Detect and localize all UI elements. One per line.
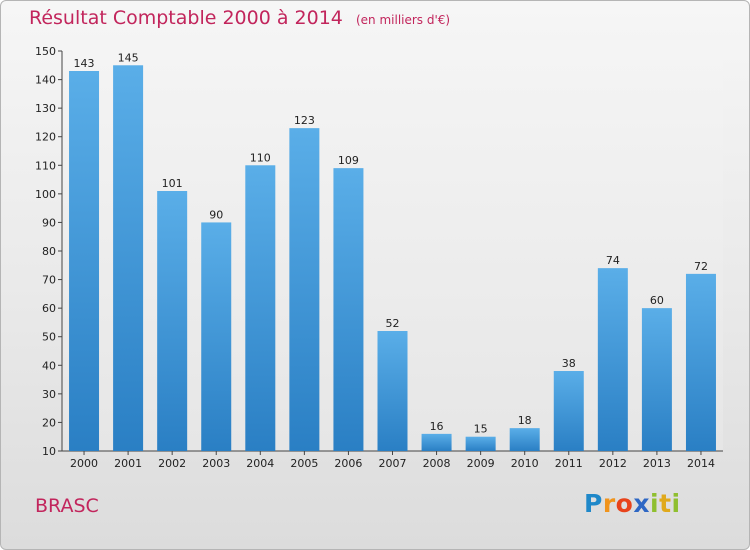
bar-2001 — [113, 65, 144, 452]
x-tick-label: 2006 — [334, 457, 362, 470]
y-tick-label: 130 — [35, 102, 56, 115]
y-tick-label: 70 — [42, 274, 56, 287]
bar-2002 — [157, 191, 188, 451]
x-tick-label: 2011 — [555, 457, 583, 470]
x-tick-label: 2004 — [246, 457, 274, 470]
x-tick-label: 2009 — [467, 457, 495, 470]
x-tick-label: 2013 — [643, 457, 671, 470]
bar-2006 — [333, 168, 364, 451]
bar-2003 — [201, 222, 232, 451]
x-tick-label: 2008 — [423, 457, 451, 470]
data-label-2000: 143 — [74, 57, 95, 70]
bar-2004 — [245, 165, 276, 452]
data-label-2004: 110 — [250, 151, 271, 164]
y-tick-label: 110 — [35, 159, 56, 172]
x-tick-label: 2001 — [114, 457, 142, 470]
bar-2014 — [685, 273, 716, 451]
x-tick-label: 2010 — [511, 457, 539, 470]
place-name: BRASC — [35, 495, 99, 517]
data-label-2002: 101 — [162, 177, 183, 190]
x-tick-label: 2014 — [687, 457, 715, 470]
data-label-2006: 109 — [338, 154, 359, 167]
bar-2007 — [377, 331, 408, 451]
chart-title-text: Résultat Comptable 2000 à 2014 — [29, 7, 343, 29]
y-tick-label: 60 — [42, 302, 56, 315]
x-tick-label: 2002 — [158, 457, 186, 470]
x-tick-label: 2007 — [379, 457, 407, 470]
data-label-2011: 38 — [562, 357, 576, 370]
x-tick-label: 2000 — [70, 457, 98, 470]
data-label-2008: 16 — [430, 420, 444, 433]
data-label-2013: 60 — [650, 294, 664, 307]
bar-2000 — [69, 71, 100, 451]
data-label-2010: 18 — [518, 414, 532, 427]
chart-unit: (en milliers d'€) — [355, 13, 451, 27]
y-tick-label: 120 — [35, 131, 56, 144]
x-tick-label: 2005 — [290, 457, 318, 470]
data-label-2001: 145 — [118, 51, 139, 64]
y-tick-label: 30 — [42, 388, 56, 401]
data-label-2003: 90 — [209, 208, 223, 221]
y-tick-label: 20 — [42, 416, 56, 429]
data-label-2014: 72 — [694, 260, 708, 273]
chart-title: Résultat Comptable 2000 à 2014 (en milli… — [29, 7, 450, 29]
bar-2011 — [553, 371, 584, 451]
data-label-2009: 15 — [474, 423, 488, 436]
y-tick-label: 150 — [35, 45, 56, 58]
y-tick-label: 140 — [35, 74, 56, 87]
data-label-2012: 74 — [606, 254, 620, 267]
y-tick-label: 10 — [42, 445, 56, 458]
proxiti-logo: Proxiti — [584, 489, 681, 518]
y-tick-label: 100 — [35, 188, 56, 201]
bar-2010 — [509, 428, 540, 451]
y-tick-label: 40 — [42, 359, 56, 372]
bar-2008 — [421, 433, 452, 451]
bar-2005 — [289, 128, 320, 451]
x-tick-label: 2012 — [599, 457, 627, 470]
y-tick-label: 50 — [42, 331, 56, 344]
bar-2013 — [641, 308, 672, 451]
bar-2009 — [465, 436, 496, 451]
data-label-2007: 52 — [386, 317, 400, 330]
bar-2012 — [597, 268, 628, 451]
y-tick-label: 90 — [42, 216, 56, 229]
x-tick-label: 2003 — [202, 457, 230, 470]
data-label-2005: 123 — [294, 114, 315, 127]
y-tick-label: 80 — [42, 245, 56, 258]
